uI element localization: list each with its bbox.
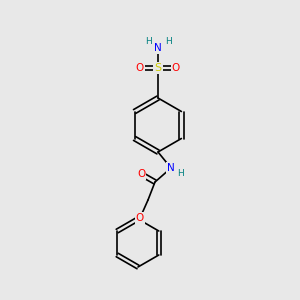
Text: O: O (137, 169, 145, 179)
Text: O: O (136, 63, 144, 73)
Text: O: O (172, 63, 180, 73)
Text: H: H (178, 169, 184, 178)
Text: H: H (165, 37, 171, 46)
Text: S: S (154, 63, 162, 73)
Text: N: N (154, 43, 162, 53)
Text: H: H (145, 37, 152, 46)
Text: N: N (167, 163, 175, 173)
Text: O: O (136, 213, 144, 223)
